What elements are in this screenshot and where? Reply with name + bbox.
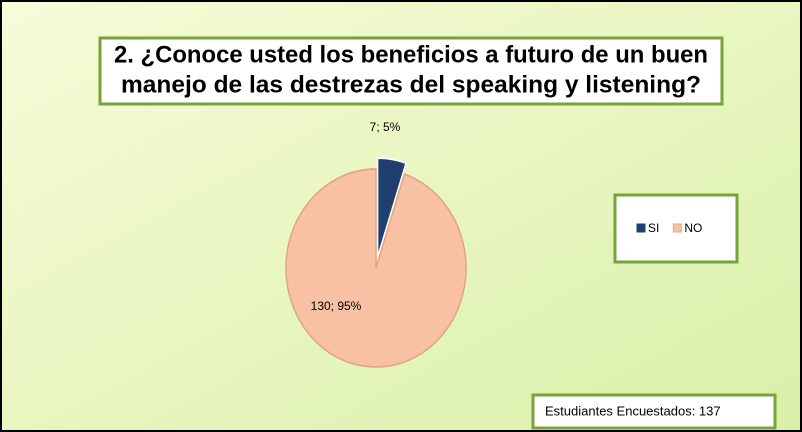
data-label: 130; 95% <box>311 299 362 313</box>
title-box <box>98 36 724 106</box>
annotation-box <box>531 393 777 430</box>
chart-title: 2. ¿Conoce usted los beneficios a futuro… <box>114 41 708 68</box>
annotation: Estudiantes Encuestados: 137 <box>545 403 721 418</box>
legend-swatch <box>672 223 682 233</box>
pie-slice <box>285 168 467 368</box>
pie-slice <box>376 157 407 258</box>
legend-swatch <box>636 223 646 233</box>
legend-label: NO <box>684 221 702 235</box>
data-label: 7; 5% <box>370 120 401 134</box>
chart-title: manejo de las destrezas del speaking y l… <box>121 71 701 98</box>
pie <box>285 157 467 368</box>
legend-label: SI <box>648 221 659 235</box>
